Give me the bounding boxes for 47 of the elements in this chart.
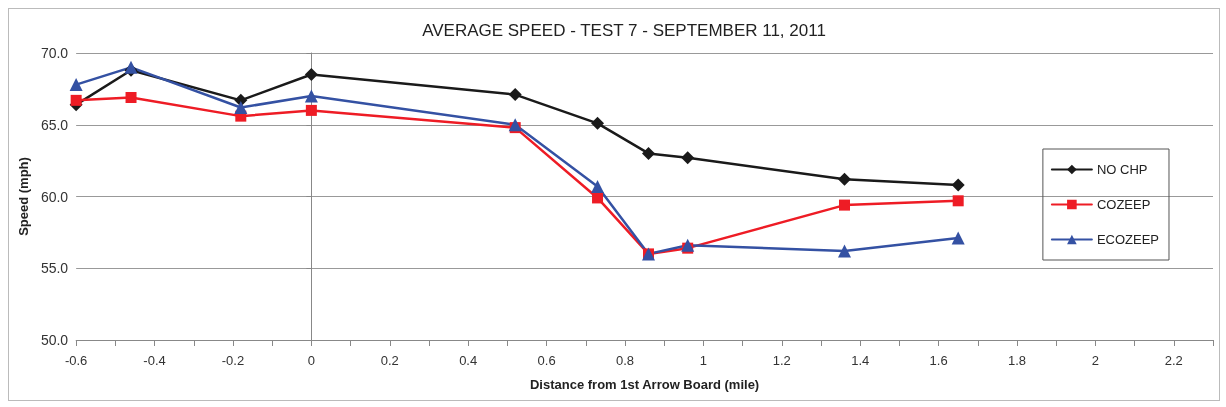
x-tick-label: 0.4 (459, 353, 478, 368)
x-tick-label: 0.6 (537, 353, 556, 368)
point (839, 199, 850, 211)
point (305, 104, 317, 116)
point (681, 238, 695, 252)
x-tick-label: 0.2 (380, 353, 399, 368)
x-tick-label: -0.6 (64, 353, 88, 368)
x-axis-title: Distance from 1st Arrow Board (mile) (529, 377, 760, 392)
point (952, 195, 964, 207)
x-tick-label: 0 (307, 353, 315, 368)
point (508, 118, 522, 132)
point (69, 78, 83, 92)
point (70, 94, 82, 106)
x-tick-label: 1.4 (851, 353, 870, 368)
y-tick-label: 55.0 (40, 260, 69, 277)
x-tick-label: 1.8 (1007, 353, 1027, 368)
y-tick-label: 50.0 (40, 332, 69, 348)
point (591, 116, 605, 130)
point (838, 172, 851, 186)
chart-title: AVERAGE SPEED - TEST 7 - SEPTEMBER 11, 2011 (422, 21, 826, 40)
point (125, 91, 137, 103)
point (681, 151, 695, 165)
point (234, 101, 248, 115)
x-tick-label: 2.2 (1164, 353, 1183, 368)
x-tick-label: 0.8 (615, 353, 635, 368)
point (591, 179, 605, 193)
y-tick-label: 65.0 (40, 116, 69, 133)
point (304, 89, 318, 103)
x-tick-label: 1.6 (929, 353, 948, 368)
point (951, 178, 965, 192)
y-tick-label: 60.0 (40, 188, 69, 205)
legend-label: COZEEP (1096, 197, 1151, 212)
x-tick-label: -0.2 (221, 353, 245, 368)
y-tick-label: 70.0 (40, 45, 69, 61)
x-tick-label: 1 (699, 353, 707, 368)
point (592, 192, 604, 204)
x-tick-label: 1.2 (772, 353, 791, 368)
legend-label: ECOZEEP (1096, 232, 1159, 247)
x-tick-label: -0.4 (143, 353, 166, 368)
point (951, 231, 965, 245)
x-tick-label: 2 (1091, 353, 1100, 368)
point (838, 244, 851, 258)
y-axis-title: Speed (mph) (16, 157, 31, 236)
legend-label: NO CHP (1096, 162, 1148, 177)
point (508, 88, 522, 102)
point (641, 146, 655, 160)
point (304, 68, 318, 82)
